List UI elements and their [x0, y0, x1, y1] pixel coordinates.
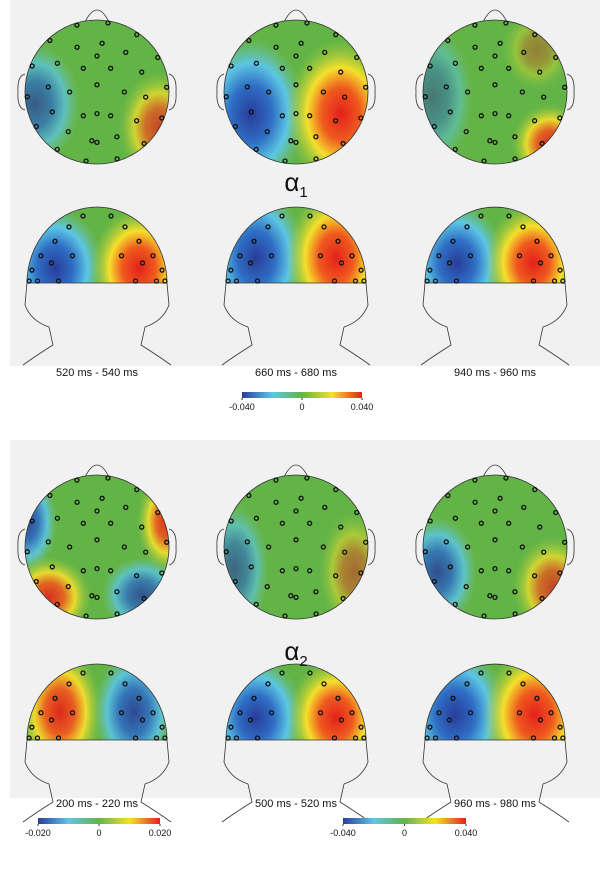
- colorbar-tick-label: 0.040: [351, 402, 374, 412]
- colorbar-tick-label: 0: [402, 828, 407, 838]
- colorbar-tick-label: -0.020: [25, 828, 51, 838]
- figure: 520 ms - 540 ms 660 ms - 680 ms 940 ms - 9…: [0, 0, 606, 881]
- component-symbol: α: [284, 636, 299, 666]
- component-subscript: 2: [299, 653, 307, 670]
- colorbar-tick-label: 0.020: [149, 828, 172, 838]
- colorbar-tick-label: -0.040: [330, 828, 356, 838]
- colorbar-tick-label: 0.040: [455, 828, 478, 838]
- colorbar-tick-label: -0.040: [229, 402, 255, 412]
- component-symbol: α: [284, 167, 299, 197]
- colorbar: [38, 818, 160, 824]
- time-window-label: 940 ms - 960 ms: [454, 367, 536, 379]
- colorbar: [343, 818, 466, 824]
- colorbar-tick-label: 0: [96, 828, 101, 838]
- time-window-label: 500 ms - 520 ms: [255, 798, 337, 810]
- time-window-label: 520 ms - 540 ms: [56, 367, 138, 379]
- colorbar: [242, 392, 362, 398]
- time-window-label: 660 ms - 680 ms: [255, 367, 337, 379]
- time-window-label: 960 ms - 980 ms: [454, 798, 536, 810]
- component-subscript: 1: [299, 184, 307, 201]
- colorbar-tick-label: 0: [299, 402, 304, 412]
- time-window-label: 200 ms - 220 ms: [56, 798, 138, 810]
